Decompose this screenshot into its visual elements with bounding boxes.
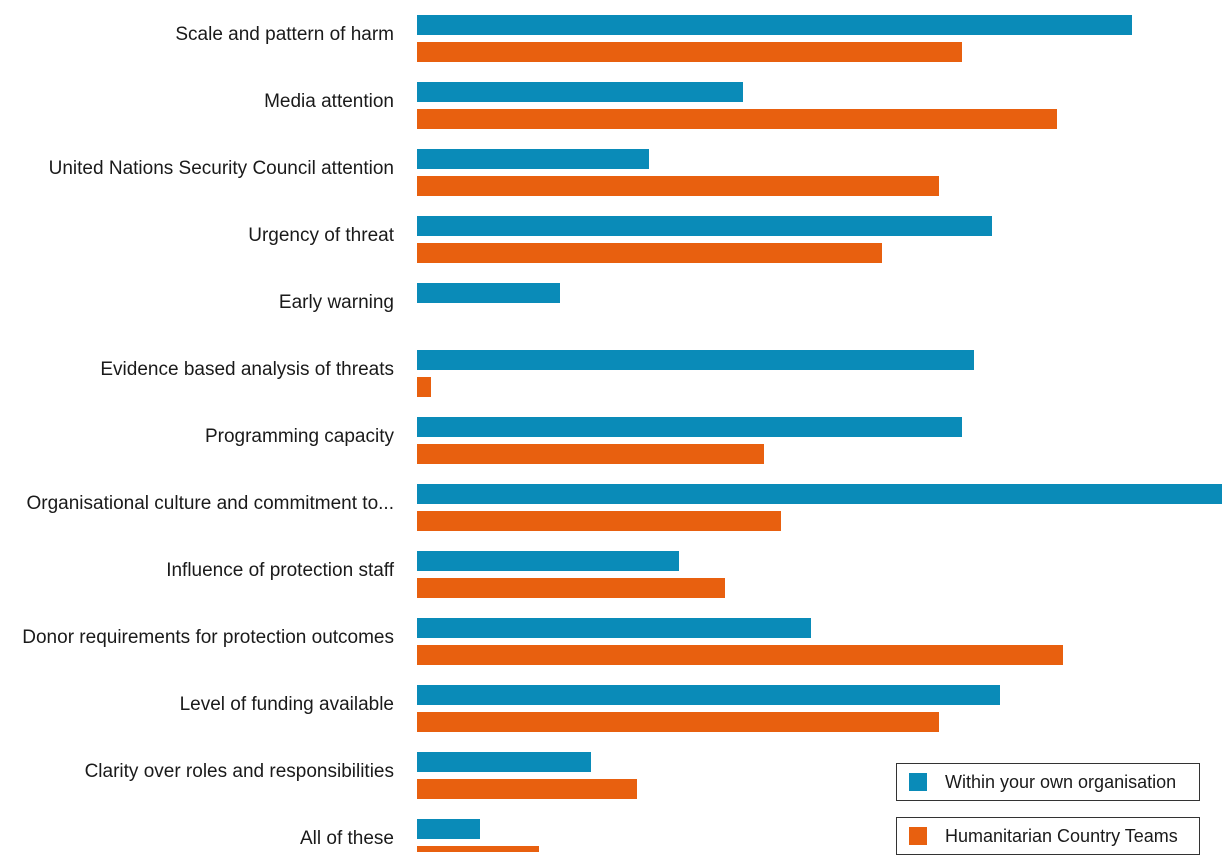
bar-within-organisation bbox=[417, 82, 743, 102]
bar-humanitarian-country-teams bbox=[417, 511, 781, 531]
legend-item-humanitarian-country-teams: Humanitarian Country Teams bbox=[896, 817, 1200, 855]
bar-humanitarian-country-teams bbox=[417, 444, 764, 464]
bar-humanitarian-country-teams bbox=[417, 712, 939, 732]
bar-humanitarian-country-teams bbox=[417, 243, 882, 263]
bar-within-organisation bbox=[417, 752, 591, 772]
legend-item-within-organisation: Within your own organisation bbox=[896, 763, 1200, 801]
category-label: Programming capacity bbox=[205, 426, 395, 447]
legend-swatch-within-organisation bbox=[909, 773, 927, 791]
category-label: Organisational culture and commitment to… bbox=[26, 493, 394, 514]
bar-within-organisation bbox=[417, 216, 992, 236]
bar-within-organisation bbox=[417, 283, 560, 303]
category-label: United Nations Security Council attentio… bbox=[49, 158, 394, 179]
bar-within-organisation bbox=[417, 618, 811, 638]
bar-humanitarian-country-teams bbox=[417, 377, 431, 397]
bar-within-organisation bbox=[417, 484, 1222, 504]
category-label: Urgency of threat bbox=[248, 225, 394, 246]
bar-within-organisation bbox=[417, 819, 480, 839]
bar-humanitarian-country-teams bbox=[417, 578, 725, 598]
bar-humanitarian-country-teams bbox=[417, 645, 1063, 665]
category-label: Media attention bbox=[264, 91, 394, 112]
bar-humanitarian-country-teams bbox=[417, 779, 637, 799]
bar-humanitarian-country-teams bbox=[417, 42, 962, 62]
legend-swatch-humanitarian-country-teams bbox=[909, 827, 927, 845]
bar-within-organisation bbox=[417, 551, 679, 571]
bar-humanitarian-country-teams bbox=[417, 109, 1057, 129]
bar-humanitarian-country-teams bbox=[417, 176, 939, 196]
category-label: Evidence based analysis of threats bbox=[100, 359, 394, 380]
category-label: Influence of protection staff bbox=[166, 560, 395, 581]
category-label: Early warning bbox=[279, 292, 394, 313]
bar-within-organisation bbox=[417, 15, 1132, 35]
legend-label-within-organisation: Within your own organisation bbox=[945, 771, 1177, 792]
bar-within-organisation bbox=[417, 417, 962, 437]
category-label: Donor requirements for protection outcom… bbox=[22, 627, 394, 648]
bar-within-organisation bbox=[417, 350, 974, 370]
bar-within-organisation bbox=[417, 149, 649, 169]
bar-humanitarian-country-teams bbox=[417, 846, 539, 852]
legend-label-humanitarian-country-teams: Humanitarian Country Teams bbox=[945, 825, 1178, 846]
category-label: Scale and pattern of harm bbox=[175, 24, 394, 45]
bar-within-organisation bbox=[417, 685, 1000, 705]
category-label: Level of funding available bbox=[180, 694, 394, 715]
category-label: All of these bbox=[300, 828, 394, 849]
category-label: Clarity over roles and responsibilities bbox=[85, 761, 394, 782]
